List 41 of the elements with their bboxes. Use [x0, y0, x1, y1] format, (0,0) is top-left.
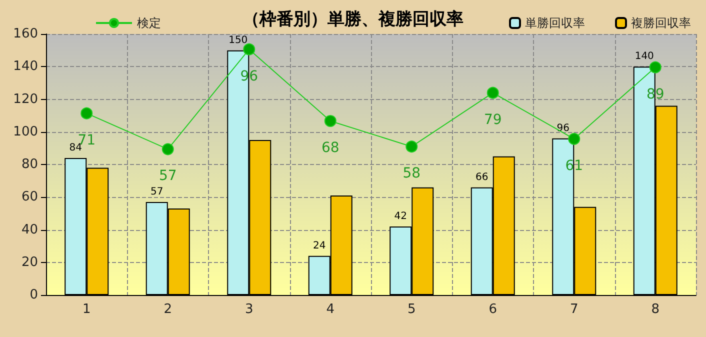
x-tick-label: 6	[488, 302, 498, 317]
data-label: 79	[484, 112, 502, 128]
x-tick-label: 2	[164, 302, 172, 317]
x-tick-label: 3	[244, 302, 254, 317]
data-label: 58	[402, 166, 421, 182]
data-label: 150	[228, 34, 248, 46]
point	[649, 61, 662, 74]
point	[162, 143, 174, 156]
x-tick-label: 1	[82, 302, 91, 317]
point	[80, 107, 93, 120]
y-tick-label: 0	[30, 288, 38, 302]
y-tick-label: 140	[13, 59, 38, 74]
data-label: 140	[634, 51, 654, 62]
y-tick-label: 80	[21, 157, 38, 172]
x-tick-label: 5	[407, 302, 416, 317]
chart-title: （枠番別）単勝、複勝回収率	[242, 10, 464, 30]
y-tick-label: 40	[21, 222, 38, 238]
data-label: 66	[476, 172, 488, 183]
data-label: 42	[394, 210, 407, 222]
x-tick-label: 7	[570, 302, 578, 317]
legend-label: 検定	[137, 16, 161, 30]
data-label: 24	[313, 240, 326, 252]
data-label: 57	[150, 186, 164, 198]
x-tick-label: 8	[651, 302, 660, 317]
y-tick-label: 60	[21, 190, 38, 205]
y-tick-label: 100	[13, 124, 38, 140]
y-tick-label: 160	[13, 26, 38, 42]
point	[486, 86, 499, 99]
point	[243, 43, 256, 56]
x-tick-label: 4	[326, 302, 335, 317]
data-label: 57	[158, 168, 177, 184]
y-tick-label: 120	[13, 92, 38, 107]
y-tick-label: 20	[21, 254, 38, 270]
point	[406, 140, 418, 153]
point	[568, 132, 580, 145]
legend-label: 複勝回収率	[631, 16, 691, 30]
point	[324, 115, 336, 127]
data-label: 96	[556, 122, 570, 134]
data-label: 68	[321, 140, 340, 156]
legend-label: 単勝回収率	[525, 16, 585, 30]
data-label: 84	[69, 142, 82, 154]
